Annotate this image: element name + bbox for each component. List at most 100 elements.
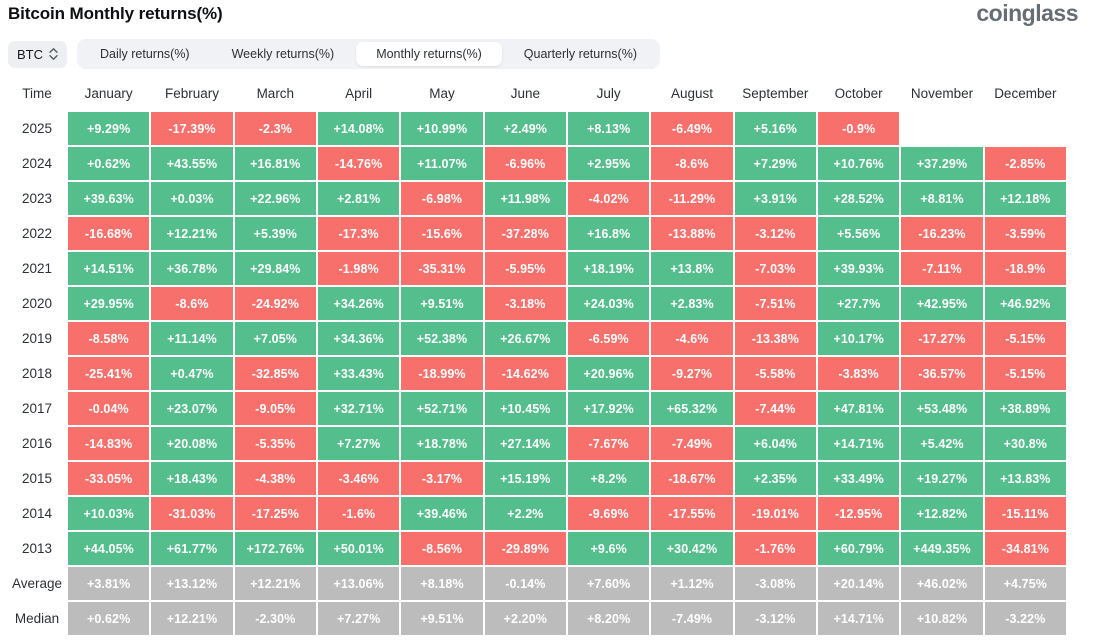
return-cell: -17.55% (651, 497, 733, 530)
symbol-selector[interactable]: BTC (8, 40, 67, 68)
return-cell: -17.27% (901, 322, 983, 355)
return-cell: -29.89% (484, 532, 566, 565)
return-cell: +13.83% (984, 462, 1066, 495)
return-cell: +0.62% (68, 602, 150, 635)
symbol-selector-value: BTC (17, 46, 43, 62)
return-cell: -9.27% (651, 357, 733, 390)
col-header-month: October (834, 85, 883, 101)
return-cell: +2.81% (318, 182, 400, 215)
table-row: 2013 +44.05% +61.77% +172.76% +50.01% -8.56% -… (8, 532, 1066, 565)
return-cell: -8.58% (68, 322, 150, 355)
return-cell: -31.03% (151, 497, 233, 530)
return-cell: -4.38% (234, 462, 316, 495)
return-cell: -16.23% (901, 217, 983, 250)
return-cell: +39.46% (401, 497, 483, 530)
table-row: Average +3.81% +13.12% +12.21% +13.06% +8.18%… (8, 567, 1066, 600)
return-cell: -3.17% (401, 462, 483, 495)
return-cell: +2.20% (484, 602, 566, 635)
return-cell: -3.12% (734, 602, 816, 635)
return-cell: +13.06% (318, 567, 400, 600)
table-row: 2016 -14.83% +20.08% -5.35% +7.27% +18.78% +27… (8, 427, 1066, 460)
return-cell: -25.41% (68, 357, 150, 390)
row-label: 2020 (21, 296, 53, 311)
return-cell: +13.8% (651, 252, 733, 285)
return-cell: +7.27% (318, 427, 400, 460)
return-cell: -24.92% (234, 287, 316, 320)
page-title: Bitcoin Monthly returns(%) (8, 4, 223, 23)
return-cell: +15.19% (484, 462, 566, 495)
return-cell: +9.51% (401, 602, 483, 635)
return-cell: +8.13% (568, 112, 650, 145)
tab-monthly-returns[interactable]: Monthly returns(%) (356, 42, 502, 66)
return-cell: +29.95% (68, 287, 150, 320)
row-label: 2021 (21, 261, 53, 276)
tab-quarterly-returns[interactable]: Quarterly returns(%) (504, 42, 657, 66)
tab-daily-returns[interactable]: Daily returns(%) (80, 42, 210, 66)
return-cell: +26.67% (484, 322, 566, 355)
return-cell: -9.05% (234, 392, 316, 425)
return-cell: +60.79% (818, 532, 900, 565)
return-cell: -12.95% (818, 497, 900, 530)
return-cell: -3.22% (984, 602, 1066, 635)
return-cell: -14.83% (68, 427, 150, 460)
return-cell: -13.38% (734, 322, 816, 355)
return-cell: +7.05% (234, 322, 316, 355)
return-cell: -3.59% (984, 217, 1066, 250)
return-cell: +34.26% (318, 287, 400, 320)
return-cell: +2.49% (484, 112, 566, 145)
return-cell: -5.15% (984, 357, 1066, 390)
return-cell: -5.35% (234, 427, 316, 460)
table-row: 2017 -0.04% +23.07% -9.05% +32.71% +52.71% +10… (8, 392, 1066, 425)
coinglass-logo: coinglass (976, 0, 1078, 26)
return-cell: +16.81% (234, 147, 316, 180)
return-cell: +10.82% (901, 602, 983, 635)
return-cell: -6.59% (568, 322, 650, 355)
return-cell: -37.28% (484, 217, 566, 250)
return-cell: +50.01% (318, 532, 400, 565)
return-cell (985, 112, 1066, 145)
return-cell: -5.58% (734, 357, 816, 390)
return-cell: -17.3% (318, 217, 400, 250)
table-row: 2020 +29.95% -8.6% -24.92% +34.26% +9.51% -3.1… (8, 287, 1066, 320)
table-row: 2021 +14.51% +36.78% +29.84% -1.98% -35.31% -5… (8, 252, 1066, 285)
row-label: Average (11, 576, 63, 591)
col-header-month: September (742, 85, 809, 101)
table-row: 2015 -33.05% +18.43% -4.38% -3.46% -3.17% +15.… (8, 462, 1066, 495)
return-cell: +12.21% (234, 567, 316, 600)
row-label: 2023 (21, 191, 53, 206)
return-cell: +38.89% (984, 392, 1066, 425)
tab-weekly-returns[interactable]: Weekly returns(%) (212, 42, 355, 66)
return-cell: +12.21% (151, 602, 233, 635)
col-header-month: April (345, 85, 373, 101)
return-cell: +46.92% (984, 287, 1066, 320)
table-row: 2022 -16.68% +12.21% +5.39% -17.3% -15.6% -37.… (8, 217, 1066, 250)
return-cell: +1.12% (651, 567, 733, 600)
return-cell: -0.9% (818, 112, 900, 145)
return-cell: +2.35% (734, 462, 816, 495)
row-label: 2025 (21, 121, 53, 136)
return-cell: +0.62% (68, 147, 150, 180)
return-cell: -7.49% (651, 602, 733, 635)
return-cell: -5.95% (484, 252, 566, 285)
return-cell: +42.95% (901, 287, 983, 320)
return-cell: +7.60% (568, 567, 650, 600)
return-cell: +30.42% (651, 532, 733, 565)
return-cell: -7.11% (901, 252, 983, 285)
return-cell: -19.01% (734, 497, 816, 530)
return-cell: -7.49% (651, 427, 733, 460)
return-cell: +65.32% (651, 392, 733, 425)
return-cell: +11.98% (484, 182, 566, 215)
return-cell: +22.96% (234, 182, 316, 215)
col-header-month: February (164, 85, 219, 101)
return-cell: +7.29% (734, 147, 816, 180)
return-cell: +2.2% (484, 497, 566, 530)
table-body: 2025 +9.29% -17.39% -2.3% +14.08% +10.99% +2.4… (8, 112, 1066, 635)
return-cell: -34.81% (984, 532, 1066, 565)
return-cell: +8.18% (401, 567, 483, 600)
return-cell: +52.71% (401, 392, 483, 425)
table-row: 2014 +10.03% -31.03% -17.25% -1.6% +39.46% +2.… (8, 497, 1066, 530)
return-cell: -0.14% (484, 567, 566, 600)
row-label: 2015 (21, 471, 53, 486)
return-cell: +10.76% (818, 147, 900, 180)
return-cell: -7.51% (734, 287, 816, 320)
